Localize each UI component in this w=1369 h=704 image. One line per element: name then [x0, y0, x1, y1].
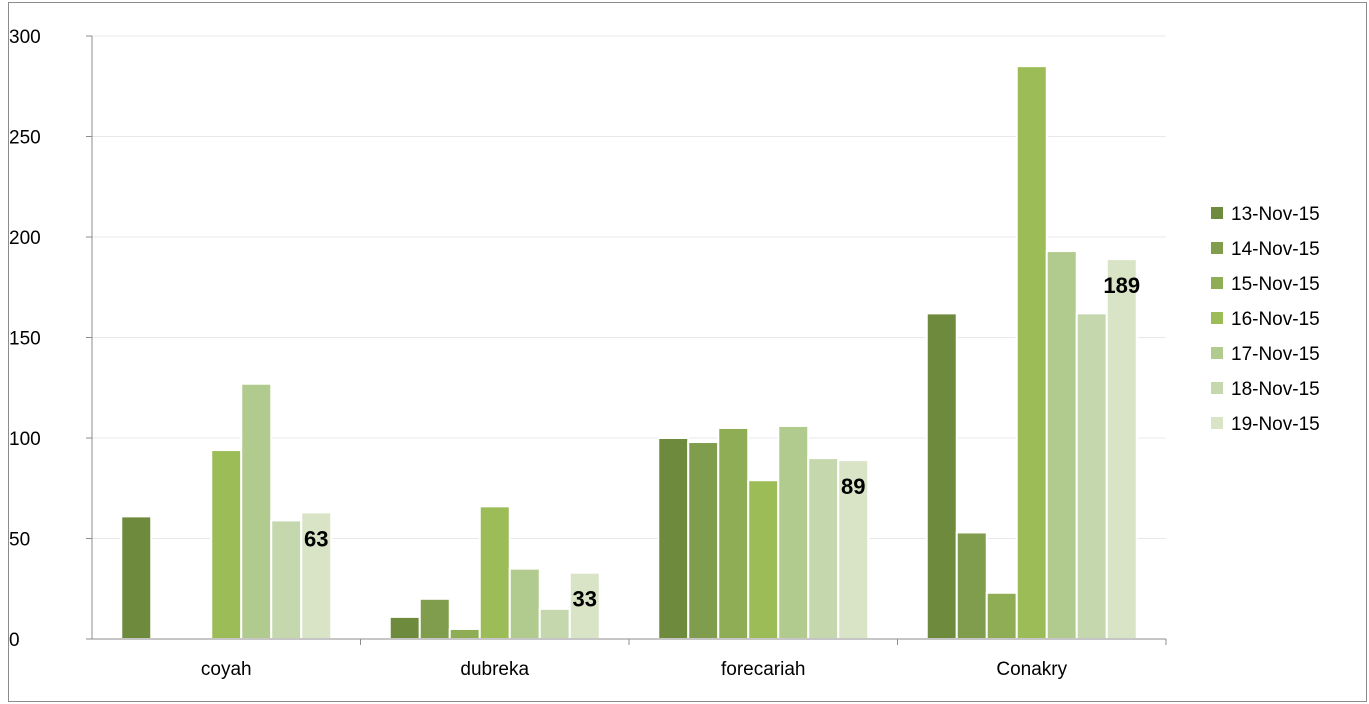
- bar-18-Nov-15-dubreka: [538, 607, 571, 640]
- bar-16-Nov-15-coyah: [210, 449, 243, 640]
- bar-13-Nov-15-forecariah: [657, 437, 690, 640]
- bar-16-Nov-15-dubreka: [478, 505, 511, 640]
- y-tick-label: 50: [9, 530, 30, 551]
- bar-15-Nov-15-dubreka: [448, 627, 481, 641]
- bar-19-Nov-15-Conakry: [1105, 258, 1138, 640]
- legend-label: 13-Nov-15: [1231, 204, 1320, 225]
- legend-swatch: [1211, 207, 1223, 219]
- legend-swatch: [1211, 242, 1223, 254]
- legend-swatch: [1211, 312, 1223, 324]
- bar-13-Nov-15-dubreka: [388, 615, 421, 641]
- y-tick-label: 150: [9, 329, 41, 350]
- bars: [120, 65, 1138, 641]
- bar-13-Nov-15-Conakry: [925, 312, 958, 640]
- y-axis-tick-labels: 0 50 100 150 200 250 300: [9, 27, 41, 651]
- bar-14-Nov-15-forecariah: [687, 441, 720, 640]
- legend-swatch: [1211, 382, 1223, 394]
- bar-19-Nov-15-dubreka: [568, 571, 601, 640]
- x-category-label: dubreka: [460, 659, 529, 680]
- axes: [86, 35, 1167, 645]
- data-labels: 63 33 89 189: [304, 273, 1140, 612]
- x-category-label: coyah: [201, 659, 252, 680]
- bar-15-Nov-15-Conakry: [985, 591, 1018, 641]
- y-tick-label: 200: [9, 228, 41, 249]
- legend-swatch: [1211, 417, 1223, 429]
- legend-label: 18-Nov-15: [1231, 379, 1320, 400]
- bar-17-Nov-15-dubreka: [508, 567, 541, 641]
- bar-chart: 0 50 100 150 200 250 300 coyah dubreka forecaria…: [9, 27, 1320, 680]
- bar-18-Nov-15-coyah: [270, 519, 303, 640]
- y-tick-label: 250: [9, 128, 41, 149]
- x-category-label: forecariah: [721, 659, 806, 680]
- bar-19-Nov-15-forecariah: [837, 459, 870, 640]
- data-label: 189: [1103, 273, 1140, 298]
- legend-label: 15-Nov-15: [1231, 274, 1320, 295]
- y-tick-label: 0: [9, 630, 20, 651]
- bar-15-Nov-15-forecariah: [717, 426, 750, 641]
- data-label: 33: [573, 587, 597, 612]
- bar-18-Nov-15-Conakry: [1075, 312, 1108, 640]
- chart-frame: 0 50 100 150 200 250 300 coyah dubreka forecaria…: [8, 2, 1367, 702]
- bar-18-Nov-15-forecariah: [807, 457, 840, 640]
- y-tick-label: 100: [9, 429, 41, 450]
- x-axis-category-labels: coyah dubreka forecariah Conakry: [201, 659, 1068, 680]
- x-category-label: Conakry: [996, 659, 1067, 680]
- bar-13-Nov-15-coyah: [120, 515, 153, 641]
- legend: 13-Nov-15 14-Nov-15 15-Nov-15 16-Nov-15 17-N…: [1211, 204, 1320, 435]
- legend-label: 19-Nov-15: [1231, 414, 1320, 435]
- bar-16-Nov-15-forecariah: [747, 479, 780, 640]
- data-label: 63: [304, 526, 328, 551]
- y-tick-label: 300: [9, 27, 41, 48]
- legend-label: 16-Nov-15: [1231, 309, 1320, 330]
- bar-14-Nov-15-Conakry: [955, 531, 988, 640]
- legend-label: 17-Nov-15: [1231, 344, 1320, 365]
- bar-17-Nov-15-forecariah: [777, 424, 810, 640]
- bar-17-Nov-15-Conakry: [1045, 250, 1078, 640]
- bar-17-Nov-15-coyah: [240, 382, 273, 641]
- legend-label: 14-Nov-15: [1231, 239, 1320, 260]
- legend-swatch: [1211, 277, 1223, 289]
- legend-swatch: [1211, 347, 1223, 359]
- data-label: 89: [841, 474, 865, 499]
- bar-16-Nov-15-Conakry: [1015, 65, 1048, 640]
- bar-14-Nov-15-dubreka: [418, 597, 451, 640]
